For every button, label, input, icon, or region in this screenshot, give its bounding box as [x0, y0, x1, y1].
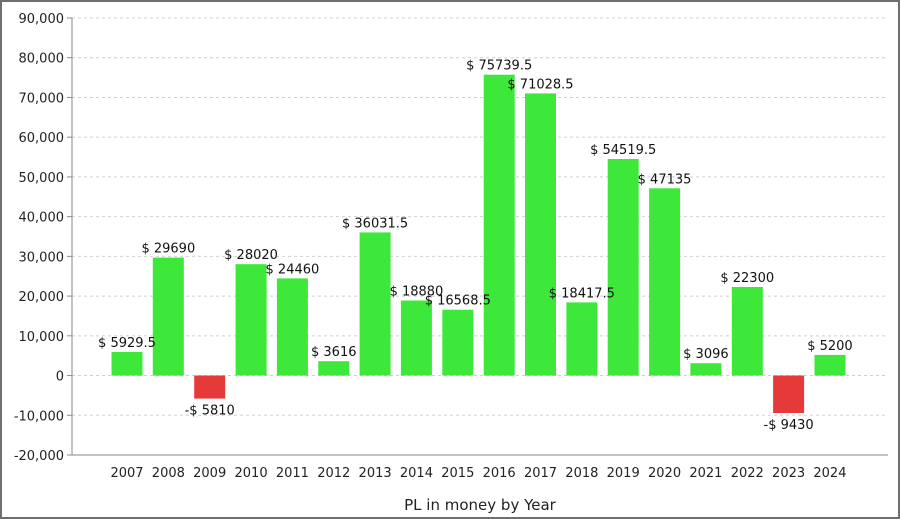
y-tick-label: 40,000 — [19, 211, 65, 226]
y-tick-label: 90,000 — [19, 12, 65, 27]
data-label: $ 3096 — [683, 347, 729, 362]
bar-2015 — [442, 309, 474, 376]
bar-2007 — [111, 352, 143, 376]
data-label: -$ 9430 — [764, 418, 814, 433]
bars — [111, 74, 846, 413]
data-label: $ 5929.5 — [98, 336, 156, 351]
y-tick-label: 0 — [56, 370, 64, 385]
data-label: $ 18417.5 — [549, 286, 615, 301]
x-tick-label: 2010 — [235, 466, 268, 481]
axes: -20,000 -10,000 0 10,000 20,000 30,000 40,000 5… — [14, 12, 888, 481]
bar-2017 — [525, 93, 556, 376]
bar-2018 — [566, 302, 598, 376]
y-tick-label: -10,000 — [14, 409, 64, 424]
x-tick-label: 2007 — [110, 466, 143, 481]
x-tick-label: 2017 — [524, 466, 557, 481]
x-tick-label: 2018 — [565, 466, 598, 481]
x-tick-label: 2013 — [359, 466, 392, 481]
x-tick-label: 2021 — [689, 466, 722, 481]
x-tick-label: 2009 — [193, 466, 226, 481]
data-label: $ 18880 — [390, 285, 444, 300]
x-tick-label: 2020 — [648, 466, 681, 481]
data-label: $ 36031.5 — [342, 216, 408, 231]
x-tick-label: 2016 — [483, 466, 516, 481]
bar-2016 — [483, 74, 515, 376]
y-tick-label: 10,000 — [19, 330, 65, 345]
bar-2010 — [235, 264, 267, 376]
x-tick-label: 2023 — [772, 466, 805, 481]
y-tick-label: 80,000 — [19, 52, 65, 67]
bar-2023 — [773, 375, 805, 413]
data-label: $ 71028.5 — [507, 77, 573, 92]
data-label: $ 28020 — [224, 248, 278, 263]
bar-2009 — [194, 375, 226, 399]
bar-2020 — [649, 188, 681, 376]
data-label: $ 3616 — [311, 345, 357, 360]
data-label: $ 29690 — [141, 242, 195, 257]
y-tick-label: 60,000 — [19, 131, 65, 146]
x-tick-label: 2024 — [813, 466, 846, 481]
bar-2011 — [276, 278, 308, 376]
data-labels: $ 5929.5 $ 29690 -$ 5810 $ 28020$ 24460 $ 36… — [98, 59, 853, 433]
x-tick-label: 2019 — [607, 466, 640, 481]
data-label: $ 75739.5 — [466, 59, 532, 74]
data-label: $ 22300 — [720, 271, 774, 286]
x-tick-label: 2022 — [731, 466, 764, 481]
x-tick-label: 2012 — [317, 466, 350, 481]
bar-2014 — [400, 300, 432, 376]
y-tick-label: 30,000 — [19, 250, 65, 265]
bar-2013 — [359, 232, 391, 376]
data-label: $ 47135 — [638, 172, 692, 187]
x-tick-label: 2011 — [276, 466, 309, 481]
bar-2022 — [731, 287, 763, 376]
x-tick-label: 2014 — [400, 466, 433, 481]
x-axis-title: PL in money by Year — [404, 496, 557, 514]
data-label: $ 54519.5 — [590, 143, 656, 158]
data-label: $ 5200 — [807, 339, 853, 354]
y-tick-label: -20,000 — [14, 449, 64, 464]
bar-2019 — [607, 159, 639, 376]
data-label: $ 24460 — [266, 262, 320, 277]
x-tick-label: 2015 — [441, 466, 474, 481]
y-tick-label: 20,000 — [19, 290, 65, 305]
bar-2008 — [152, 257, 184, 376]
data-label: $ 16568.5 — [425, 294, 491, 309]
y-tick-label: 70,000 — [19, 91, 65, 106]
bar-2024 — [814, 354, 846, 376]
y-tick-label: 50,000 — [19, 171, 65, 186]
data-label: -$ 5810 — [185, 404, 235, 419]
bar-2021 — [690, 363, 722, 376]
bar-2012 — [318, 361, 350, 376]
x-tick-label: 2008 — [152, 466, 185, 481]
